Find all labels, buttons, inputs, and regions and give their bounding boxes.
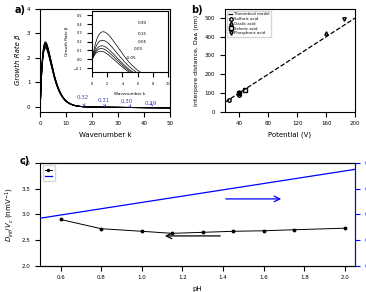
Text: b): b) bbox=[191, 5, 203, 15]
X-axis label: pH: pH bbox=[193, 286, 202, 292]
Text: 0.32: 0.32 bbox=[77, 95, 89, 106]
Sulfuric acid bbox=[226, 98, 231, 102]
Sulfuric acid bbox=[237, 93, 242, 96]
Legend: Theoretical model, Sulfuric acid, Oxalic acid, Selenic acid, Phosphoric acid: Theoretical model, Sulfuric acid, Oxalic… bbox=[227, 11, 271, 37]
X-axis label: Wavenumber k: Wavenumber k bbox=[79, 132, 132, 138]
Oxalic acid bbox=[237, 90, 242, 94]
Text: a): a) bbox=[14, 5, 25, 15]
Text: 0.31: 0.31 bbox=[97, 98, 110, 107]
Legend: , : , bbox=[43, 165, 55, 181]
Line: Sulfuric acid: Sulfuric acid bbox=[227, 91, 241, 102]
Sulfuric acid bbox=[237, 91, 242, 95]
Selenic acid bbox=[237, 91, 242, 95]
Line: Selenic acid: Selenic acid bbox=[238, 88, 247, 95]
X-axis label: Potential (V): Potential (V) bbox=[268, 132, 311, 138]
Oxalic acid bbox=[324, 31, 328, 35]
Line: Oxalic acid: Oxalic acid bbox=[238, 31, 328, 94]
Y-axis label: Interpore distance, Dᴀᴀ (nm): Interpore distance, Dᴀᴀ (nm) bbox=[194, 15, 199, 106]
Selenic acid bbox=[243, 88, 247, 92]
Text: 0.30: 0.30 bbox=[121, 99, 133, 107]
Text: 0.29: 0.29 bbox=[144, 101, 157, 106]
Text: c): c) bbox=[20, 156, 30, 166]
Y-axis label: $D_{int}/V_c$ (nmV$^{-1}$): $D_{int}/V_c$ (nmV$^{-1}$) bbox=[4, 187, 16, 242]
Y-axis label: Growth Rate β: Growth Rate β bbox=[15, 35, 22, 86]
